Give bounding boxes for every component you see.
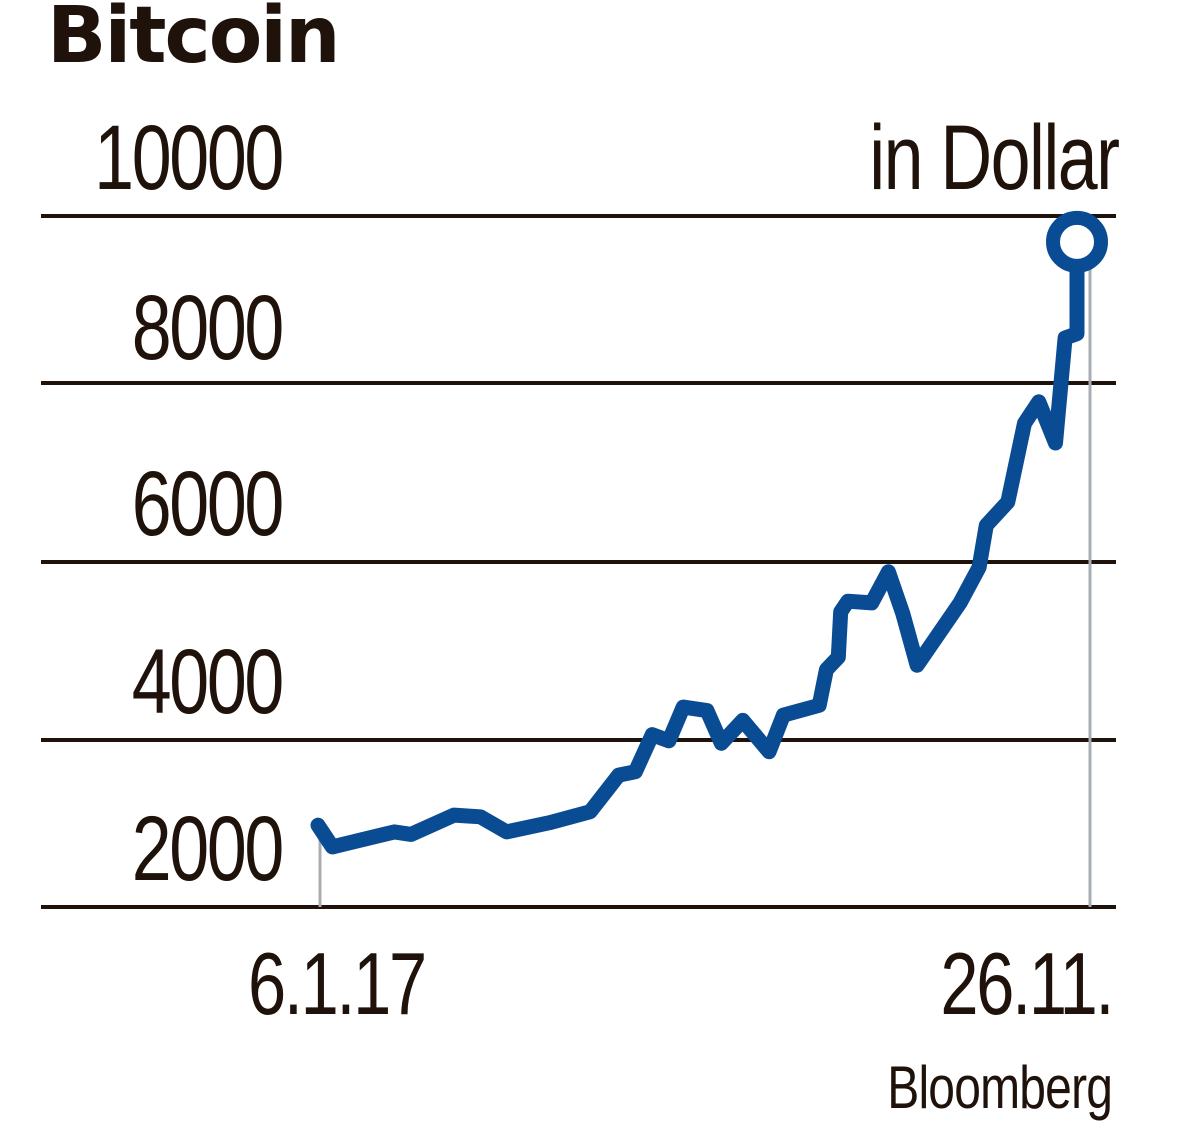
bitcoin-price-line bbox=[310, 234, 1085, 855]
source-label: Bloomberg bbox=[887, 1054, 1113, 1121]
y-tick-label-8000: 8000 bbox=[131, 277, 285, 379]
end-value-marker-icon bbox=[1046, 210, 1108, 273]
x-tick-label-start: 6.1.17 bbox=[248, 934, 427, 1033]
y-tick-label-4000: 4000 bbox=[131, 631, 285, 733]
y-tick-label-10000: 10000 bbox=[94, 107, 284, 209]
unit-label: in Dollar bbox=[868, 107, 1120, 209]
y-tick-label-2000: 2000 bbox=[131, 798, 285, 900]
y-tick-label-6000: 6000 bbox=[131, 453, 285, 555]
x-tick-label-end: 26.11. bbox=[940, 934, 1114, 1033]
gridlines bbox=[41, 214, 1116, 909]
chart-title: Bitcoin bbox=[47, 0, 341, 81]
